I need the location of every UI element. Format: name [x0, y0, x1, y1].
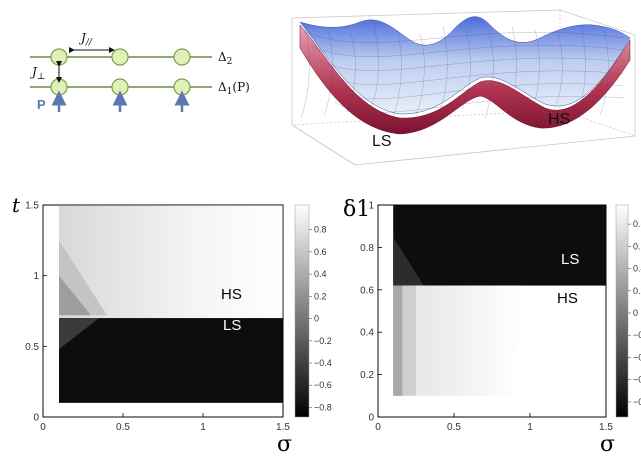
- energy-surface-3d: LS HS: [291, 9, 636, 166]
- hm2-xtick-label: 1: [527, 422, 533, 433]
- heatmap-t-vs-sigma: 0 0.5 1 1.5 0 0.5 1 1.5 HS LS σ t 0.8 0.6 0.4 0.2…: [12, 193, 332, 456]
- mesh-line: [334, 96, 626, 113]
- hm2-cbtick-label: 0.6: [633, 241, 641, 251]
- site-upper: [50, 48, 68, 66]
- surface-label-ls: LS: [372, 133, 392, 150]
- hm1-frame: [42, 204, 284, 418]
- hm1-ytick-label: 1.5: [25, 201, 39, 212]
- hm2-ytick-label: 0: [368, 413, 374, 424]
- mesh-line: [530, 29, 540, 113]
- heatmap-delta1-vs-sigma: 0 0.5 1 1.5 0 0.2 0.4 0.6 0.8 1 LS HS σ δ1 0.8 0.…: [343, 197, 641, 456]
- site-lower: [111, 78, 129, 96]
- mesh-line: [461, 29, 471, 110]
- hm1-ytick-label: 1: [33, 271, 39, 282]
- hm1-ytick-label: 0.5: [25, 342, 39, 353]
- hm2-cell-hs-edge-dark: [393, 285, 403, 396]
- hm2-cbtick-label: 0.2: [633, 286, 641, 296]
- site-lower: [50, 78, 68, 96]
- hm1-colorbar: [294, 204, 310, 418]
- lattice-schematic: J// J⊥ Δ2 Δ1(P) P: [29, 31, 250, 112]
- hm2-region-ls: LS: [561, 251, 579, 268]
- hm1-cbtick-label: 0.8: [314, 225, 327, 235]
- j-parallel-label: J//: [78, 31, 93, 48]
- hm2-cell-ls-edge: [393, 236, 424, 286]
- hm2-cbtick-label: 0: [633, 308, 638, 318]
- hm2-cbtick-label: −0.: [633, 397, 641, 407]
- hm2-xtick-label: 0.5: [447, 422, 461, 433]
- surface-lower-sheet: [299, 24, 631, 135]
- mesh-line: [415, 33, 425, 116]
- hm2-frame: [377, 204, 607, 418]
- site-upper: [173, 48, 191, 66]
- hm1-cell-ls-edge: [59, 318, 99, 350]
- hm2-cbtick-label: 0.4: [633, 264, 641, 274]
- mesh-line: [328, 83, 626, 99]
- hm2-ylabel: δ1: [343, 197, 370, 222]
- delta1-label: Δ1(P): [218, 80, 250, 97]
- hm1-ylabel: t: [12, 193, 21, 217]
- hm2-cbtick-label: −0.: [633, 375, 641, 385]
- mesh-line: [553, 33, 563, 110]
- hm1-cbtick-label: 0: [314, 314, 319, 324]
- site-lower: [173, 78, 191, 96]
- hm1-ytick-label: 0: [33, 413, 39, 424]
- hm2-ytick-label: 0.4: [360, 328, 374, 339]
- hm1-xtick-label: 1.5: [276, 422, 290, 433]
- pressure-label: P: [37, 97, 46, 112]
- hm2-cbtick-label: −0.: [633, 330, 641, 340]
- hm1-cbtick-label: −0.8: [314, 402, 332, 412]
- mesh-line: [369, 25, 379, 110]
- hm1-cbtick-label: 0.4: [314, 269, 327, 279]
- hm2-cell-hs: [393, 285, 523, 396]
- delta2-label: Δ2: [218, 50, 232, 67]
- hm2-colorbar: [615, 204, 629, 418]
- hm2-ytick-label: 0.6: [360, 285, 374, 296]
- hm2-cell-ls: [393, 205, 606, 286]
- mesh-line: [438, 25, 448, 113]
- mesh-line: [507, 25, 517, 116]
- hm2-xtick-label: 1.5: [599, 422, 613, 433]
- mesh-line: [484, 33, 494, 119]
- j-perp-label: J⊥: [29, 65, 45, 82]
- hm2-cbtick-label: −0.: [633, 352, 641, 362]
- hm2-xlabel: σ: [600, 432, 615, 456]
- hm1-cbtick-label: −0.6: [314, 380, 332, 390]
- hm1-xlabel: σ: [277, 432, 292, 456]
- hm2-ytick-label: 0.2: [360, 370, 374, 381]
- mesh-line: [576, 25, 586, 119]
- hm1-cbtick-label: 0.6: [314, 247, 327, 257]
- mesh-line: [392, 29, 402, 119]
- surface-label-hs: HS: [548, 111, 570, 128]
- hm2-region-hs: HS: [557, 290, 578, 307]
- hm2-cbtick-label: 0.8: [633, 219, 641, 229]
- hm1-region-hs: HS: [221, 286, 242, 303]
- mesh-line: [322, 70, 626, 85]
- hm1-cbtick-label: −0.4: [314, 358, 332, 368]
- mesh-line: [310, 45, 626, 57]
- hm1-region-ls: LS: [223, 317, 241, 334]
- hm2-ytick-label: 1: [368, 201, 374, 212]
- hm1-cbtick-label: −0.2: [314, 336, 332, 346]
- hm1-xtick-label: 1: [200, 422, 206, 433]
- hm1-cell-ls: [59, 318, 283, 403]
- hm1-xtick-label: 0.5: [116, 422, 130, 433]
- hm1-xtick-label: 0: [40, 422, 46, 433]
- mesh-line: [316, 57, 626, 71]
- mesh-line: [300, 25, 310, 119]
- site-upper: [111, 48, 129, 66]
- hm2-ytick-label: 0.8: [360, 243, 374, 254]
- hm1-cell-wedge-dark: [59, 275, 91, 316]
- hm2-xtick-label: 0: [375, 422, 381, 433]
- mesh-line: [304, 31, 626, 43]
- mesh-line: [599, 29, 609, 116]
- hm1-cbtick-label: 0.2: [314, 291, 327, 301]
- surface-upper-sheet: [299, 16, 631, 115]
